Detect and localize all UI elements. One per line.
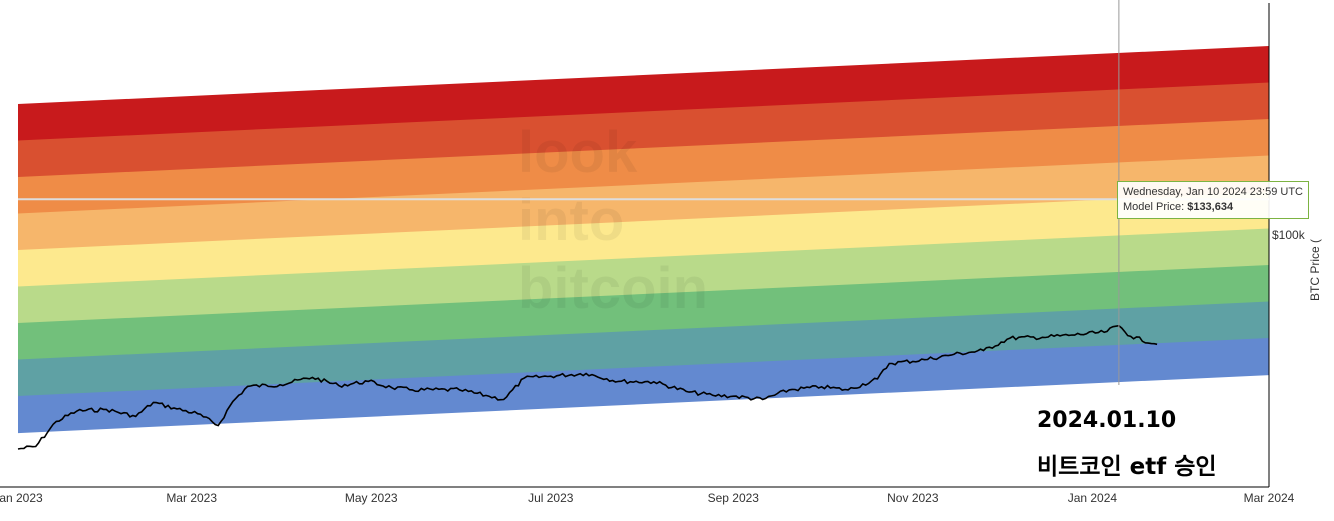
- btc-price-line: [17, 324, 1158, 450]
- x-tick-label: Jul 2023: [528, 491, 574, 505]
- rainbow-band-9: [18, 338, 1269, 434]
- y-axis: $100k: [1268, 3, 1306, 487]
- tooltip-value: $133,634: [1187, 201, 1234, 213]
- rainbow-band-5: [18, 192, 1269, 288]
- rainbow-bands: [18, 46, 1269, 434]
- x-tick-label: Jan 2023: [0, 491, 43, 505]
- watermark: look into bitcoin: [518, 120, 708, 321]
- x-tick-label: Jan 2024: [1068, 491, 1118, 505]
- annotation-date: 2024.01.10: [1037, 408, 1177, 433]
- watermark-line-2: into: [518, 188, 624, 253]
- tooltip: Wednesday, Jan 10 2024 23:59 UTC Model P…: [1117, 181, 1309, 219]
- y-tick-label: $100k: [1272, 228, 1306, 242]
- x-tick-label: Mar 2024: [1244, 491, 1295, 505]
- tooltip-date: Wednesday, Jan 10 2024 23:59 UTC: [1123, 186, 1303, 198]
- x-tick-label: May 2023: [345, 491, 398, 505]
- x-tick-label: Nov 2023: [887, 491, 939, 505]
- rainbow-band-1: [18, 46, 1269, 142]
- rainbow-band-4: [18, 155, 1269, 251]
- rainbow-band-8: [18, 301, 1269, 397]
- watermark-line-3: bitcoin: [518, 256, 708, 321]
- watermark-line-1: look: [518, 120, 638, 185]
- tooltip-label: Model Price:: [1123, 201, 1188, 213]
- annotation-text: 비트코인 etf 승인: [1037, 454, 1217, 480]
- x-axis: Jan 2023 Mar 2023 May 2023 Jul 2023 Sep 2023…: [0, 486, 1295, 505]
- rainbow-band-6: [18, 228, 1269, 324]
- x-tick-label: Sep 2023: [708, 491, 760, 505]
- x-tick-label: Mar 2023: [166, 491, 217, 505]
- rainbow-band-7: [18, 265, 1269, 361]
- tooltip-model-price: Model Price: $133,634: [1123, 200, 1303, 215]
- y-axis-title: BTC Price (: [1308, 239, 1322, 301]
- rainbow-band-2: [18, 82, 1269, 178]
- rainbow-band-3: [18, 119, 1269, 215]
